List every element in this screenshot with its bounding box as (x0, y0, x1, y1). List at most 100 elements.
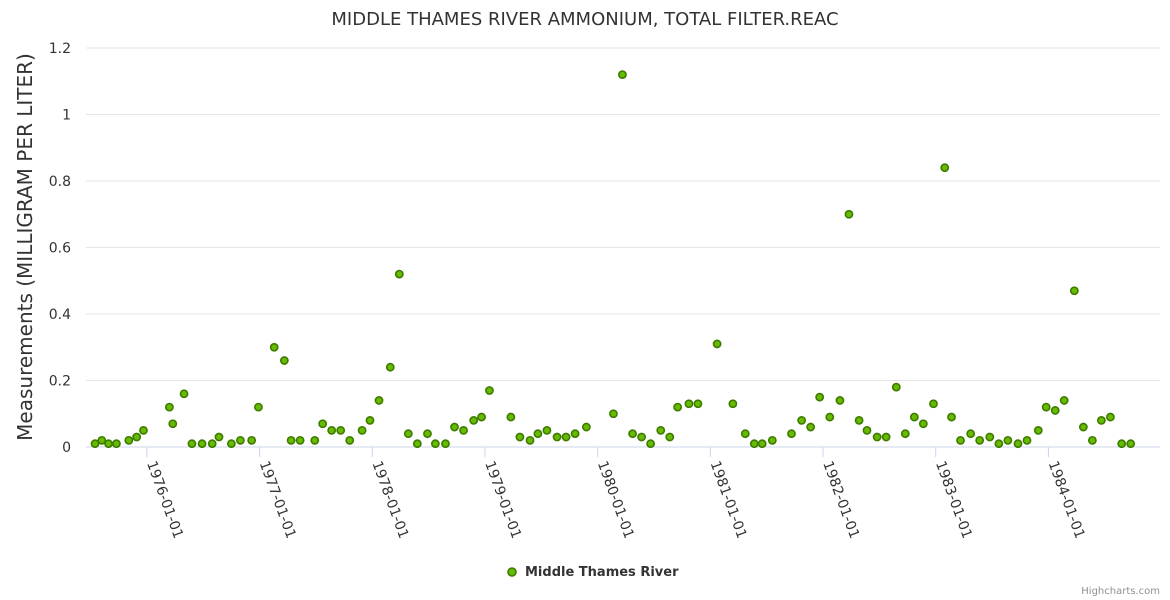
data-point[interactable] (581, 422, 591, 432)
data-point[interactable] (929, 399, 938, 409)
data-point[interactable] (286, 435, 296, 445)
data-point[interactable] (966, 429, 976, 439)
data-point[interactable] (533, 429, 543, 439)
data-point[interactable] (1078, 422, 1088, 432)
data-point[interactable] (235, 435, 245, 445)
data-point[interactable] (740, 429, 750, 439)
data-point[interactable] (749, 439, 759, 449)
data-point[interactable] (561, 432, 571, 442)
data-point[interactable] (684, 399, 694, 409)
data-point[interactable] (862, 425, 872, 435)
data-point[interactable] (1033, 425, 1043, 435)
data-point[interactable] (1022, 435, 1032, 445)
data-point[interactable] (665, 432, 675, 442)
data-point[interactable] (197, 439, 207, 449)
data-point[interactable] (104, 439, 113, 449)
data-point[interactable] (269, 342, 279, 352)
data-point[interactable] (139, 425, 148, 435)
data-point[interactable] (357, 425, 367, 435)
data-point[interactable] (477, 412, 486, 422)
data-point[interactable] (1087, 435, 1097, 445)
data-point[interactable] (1096, 415, 1106, 425)
data-point[interactable] (365, 415, 375, 425)
data-point[interactable] (345, 435, 355, 445)
data-point[interactable] (112, 439, 121, 449)
data-point[interactable] (947, 412, 956, 422)
data-point[interactable] (712, 339, 722, 349)
data-point[interactable] (318, 419, 328, 429)
data-point[interactable] (985, 432, 995, 442)
data-point[interactable] (787, 429, 796, 439)
data-point[interactable] (1013, 439, 1023, 449)
data-point[interactable] (1069, 286, 1079, 296)
data-point[interactable] (994, 439, 1004, 449)
data-point[interactable] (637, 432, 646, 442)
data-point[interactable] (254, 402, 263, 412)
data-point[interactable] (940, 163, 950, 173)
data-point[interactable] (226, 439, 236, 449)
data-point[interactable] (1041, 402, 1051, 412)
data-point[interactable] (385, 362, 395, 372)
data-point[interactable] (336, 425, 346, 435)
data-point[interactable] (815, 392, 825, 402)
data-point[interactable] (187, 439, 197, 449)
data-point[interactable] (835, 396, 845, 405)
data-point[interactable] (214, 432, 224, 442)
legend-item[interactable]: Middle Thames River (507, 565, 679, 580)
data-point[interactable] (164, 402, 174, 412)
data-point[interactable] (450, 422, 459, 432)
data-point[interactable] (279, 356, 289, 365)
data-point[interactable] (542, 425, 552, 435)
data-point[interactable] (656, 425, 666, 435)
data-point[interactable] (757, 439, 767, 449)
data-point[interactable] (872, 432, 882, 442)
data-point[interactable] (207, 439, 217, 449)
data-point[interactable] (767, 435, 777, 445)
data-point[interactable] (552, 432, 562, 442)
data-point[interactable] (506, 412, 516, 422)
data-point[interactable] (1117, 439, 1127, 449)
data-point[interactable] (956, 435, 965, 445)
data-point[interactable] (1059, 396, 1069, 405)
data-point[interactable] (459, 425, 468, 435)
data-point[interactable] (485, 386, 494, 395)
data-point[interactable] (374, 396, 384, 405)
data-point[interactable] (310, 435, 320, 445)
data-point[interactable] (1126, 439, 1136, 449)
data-point[interactable] (1003, 435, 1013, 445)
data-point[interactable] (693, 399, 703, 409)
data-point[interactable] (515, 432, 525, 442)
data-point[interactable] (609, 409, 618, 419)
data-point[interactable] (132, 432, 142, 442)
data-point[interactable] (124, 435, 134, 445)
data-point[interactable] (441, 439, 450, 449)
data-point[interactable] (430, 439, 440, 449)
data-point[interactable] (618, 70, 627, 79)
credits-link[interactable]: Highcharts.com (1081, 586, 1160, 597)
data-point[interactable] (327, 425, 337, 435)
data-point[interactable] (900, 429, 910, 439)
data-point[interactable] (423, 429, 432, 439)
data-point[interactable] (825, 412, 835, 422)
data-point[interactable] (918, 419, 928, 429)
data-point[interactable] (469, 415, 479, 425)
data-point[interactable] (168, 419, 178, 429)
data-point[interactable] (1050, 406, 1060, 415)
data-point[interactable] (247, 435, 257, 445)
data-point[interactable] (881, 432, 891, 442)
data-point[interactable] (854, 415, 864, 425)
data-point[interactable] (412, 439, 422, 449)
data-point[interactable] (1106, 412, 1115, 422)
data-point[interactable] (570, 429, 580, 439)
data-point[interactable] (403, 429, 413, 439)
data-point[interactable] (646, 439, 656, 449)
data-point[interactable] (673, 402, 683, 412)
data-point[interactable] (891, 382, 901, 392)
data-point[interactable] (975, 435, 985, 445)
data-point[interactable] (628, 429, 637, 439)
data-point[interactable] (525, 435, 535, 445)
data-point[interactable] (909, 412, 919, 422)
data-point[interactable] (97, 435, 107, 445)
data-point[interactable] (394, 269, 404, 279)
data-point[interactable] (179, 389, 189, 399)
